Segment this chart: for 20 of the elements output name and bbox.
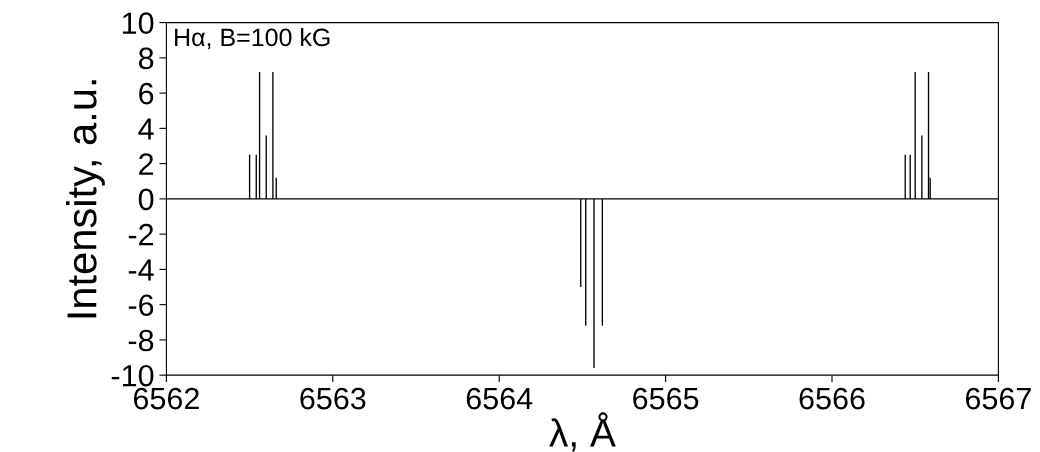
y-tick-label: 0 <box>138 188 154 211</box>
x-axis-title: λ, Å <box>549 412 616 452</box>
y-tick-label: -4 <box>128 259 154 281</box>
y-axis-title: Intensity, a.u. <box>66 80 105 318</box>
y-tick-label: -2 <box>128 223 154 246</box>
x-tick-label: 6566 <box>799 387 865 410</box>
y-tick-label: 8 <box>138 47 154 70</box>
y-tick-label: 6 <box>139 82 154 105</box>
x-tick-label: 6565 <box>633 387 699 410</box>
y-tick-label: 10 <box>122 12 154 34</box>
y-tick-label: 2 <box>139 153 154 175</box>
x-tick-label: 6562 <box>133 387 199 410</box>
x-tick-label: 6564 <box>466 387 533 410</box>
y-tick-label: 4 <box>138 118 154 140</box>
y-tick-label: -10 <box>111 364 154 387</box>
annotation: Hα, B=100 kG <box>175 27 330 50</box>
x-tick-label: 6567 <box>965 387 1031 410</box>
x-tick-label: 6563 <box>300 387 366 410</box>
y-tick-label: -6 <box>128 294 154 317</box>
y-tick-label: -8 <box>128 329 154 352</box>
